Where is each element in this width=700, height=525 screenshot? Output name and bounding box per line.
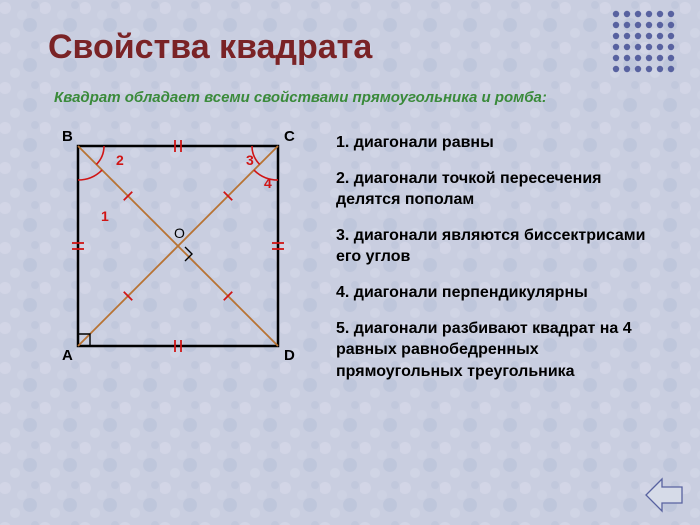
square-diagram: 1 2 34 B C D A O: [48, 126, 308, 406]
svg-text:4: 4: [264, 175, 272, 191]
svg-text:O: O: [174, 225, 185, 241]
svg-text:3: 3: [246, 152, 254, 168]
prev-slide-button[interactable]: [642, 475, 686, 515]
svg-text:C: C: [284, 128, 295, 145]
svg-text:1: 1: [101, 208, 109, 224]
svg-text:D: D: [284, 347, 295, 364]
svg-text:B: B: [62, 128, 73, 145]
properties-list: 1. диагонали равны 2. диагонали точкой пе…: [336, 126, 660, 406]
subtitle: Квадрат обладает всеми свойствами прямоу…: [54, 89, 660, 106]
property-item: 4. диагонали перпендикулярны: [336, 282, 660, 304]
property-item: 1. диагонали равны: [336, 132, 660, 154]
svg-text:2: 2: [116, 152, 124, 168]
svg-text:A: A: [62, 347, 73, 364]
page-title: Свойства квадрата: [48, 28, 660, 67]
property-item: 3. диагонали являются биссектрисами его …: [336, 225, 660, 268]
property-item: 2. диагонали точкой пересечения делятся …: [336, 168, 660, 211]
property-item: 5. диагонали разбивают квадрат на 4 равн…: [336, 318, 660, 383]
